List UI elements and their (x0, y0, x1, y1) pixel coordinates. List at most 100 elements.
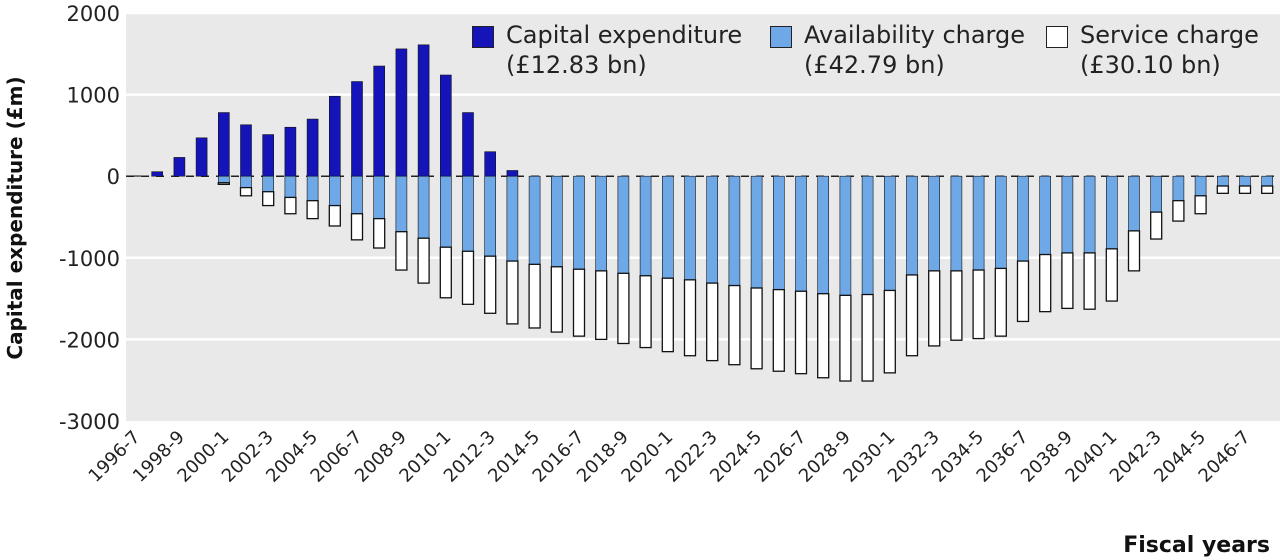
y-tick-label: -1000 (59, 247, 120, 271)
bar-availability-charge-2023-4 (728, 175, 741, 286)
bar-service-charge-2010-1 (439, 246, 452, 299)
bar-service-charge-2014-5 (528, 263, 541, 329)
bar-availability-charge-2022-3 (706, 175, 719, 284)
bar-availability-charge-2019-0 (639, 175, 652, 277)
bar-service-charge-2031-2 (905, 274, 919, 357)
bar-availability-charge-2017-8 (595, 175, 608, 272)
bar-service-charge-2016-7 (572, 268, 586, 337)
y-tick-labels: 2000 1000 0 -1000 -2000 -3000 (59, 2, 120, 434)
bar-availability-charge-2047-8 (1261, 175, 1273, 187)
bar-service-charge-2000-1 (217, 182, 230, 186)
bar-service-charge-2008-9 (395, 231, 408, 271)
bar-capital-expenditure-2009-0 (417, 44, 430, 177)
bar-availability-charge-2024-5 (750, 175, 763, 289)
bar-availability-charge-2007-8 (373, 175, 386, 219)
bar-availability-charge-2029-0 (861, 175, 874, 295)
bar-service-charge-2043-4 (1172, 200, 1185, 222)
legend-swatch-service-charge (1046, 26, 1068, 48)
bar-service-charge-2030-1 (883, 289, 896, 374)
legend-total-capital-expenditure: (£12.83 bn) (506, 51, 647, 79)
bar-capital-expenditure-2012-3 (484, 151, 497, 177)
bar-capital-expenditure-2001-2 (240, 124, 252, 177)
bar-availability-charge-2005-6 (328, 175, 341, 206)
bar-availability-charge-2003-4 (284, 175, 297, 198)
bars (129, 44, 1274, 382)
bar-availability-charge-2012-3 (484, 175, 497, 257)
bar-service-charge-2027-8 (817, 293, 830, 379)
bar-availability-charge-2014-5 (528, 175, 541, 265)
bar-service-charge-2034-5 (972, 269, 985, 340)
bar-availability-charge-2027-8 (817, 175, 830, 295)
legend: Capital expenditure (£12.83 bn) Availabi… (472, 20, 1272, 80)
bar-availability-charge-2025-6 (772, 175, 785, 290)
bar-availability-charge-2033-4 (950, 175, 963, 272)
bar-service-charge-2009-0 (417, 237, 430, 284)
bar-availability-charge-2034-5 (972, 175, 985, 271)
bar-service-charge-2029-0 (861, 293, 874, 382)
legend-label-capital-expenditure: Capital expenditure (506, 21, 743, 49)
bar-service-charge-2035-6 (994, 267, 1007, 337)
bar-availability-charge-2018-9 (617, 175, 630, 274)
bar-availability-charge-2021-2 (684, 175, 696, 281)
bar-availability-charge-2006-7 (351, 175, 363, 215)
bar-service-charge-2033-4 (950, 270, 963, 341)
bar-service-charge-2036-7 (1016, 260, 1030, 323)
legend-total-service-charge: (£30.10 bn) (1080, 51, 1221, 79)
bar-service-charge-2003-4 (284, 196, 297, 215)
bar-service-charge-2025-6 (772, 288, 785, 372)
bar-availability-charge-2040-1 (1106, 175, 1118, 250)
bar-availability-charge-2015-6 (550, 175, 563, 268)
bar-capital-expenditure-2002-3 (262, 134, 275, 177)
x-tick-labels: 1996-71998-92000-12002-32004-52006-72008… (85, 427, 1255, 487)
y-tick-label: 1000 (67, 84, 120, 108)
legend-label-availability-charge: Availability charge (804, 21, 1026, 49)
bar-availability-charge-2041-2 (1128, 175, 1140, 232)
bar-service-charge-2046-7 (1238, 185, 1252, 194)
bar-availability-charge-2008-9 (395, 175, 408, 232)
bar-availability-charge-2016-7 (573, 175, 585, 270)
bar-capital-expenditure-1998-9 (173, 157, 186, 177)
legend-swatch-capital-expenditure (472, 26, 494, 48)
legend-label-service-charge: Service charge (1080, 21, 1259, 49)
bar-service-charge-2015-6 (550, 266, 563, 333)
bar-service-charge-2023-4 (728, 284, 741, 366)
bar-service-charge-2007-8 (373, 217, 386, 249)
bar-availability-charge-2009-0 (417, 175, 430, 239)
bar-service-charge-2037-8 (1039, 253, 1052, 313)
bar-service-charge-2011-2 (461, 250, 475, 305)
bar-availability-charge-2001-2 (240, 175, 252, 188)
bar-availability-charge-2045-6 (1217, 175, 1229, 187)
bar-service-charge-2039-0 (1083, 252, 1096, 310)
bar-capital-expenditure-2008-9 (395, 48, 408, 177)
bar-availability-charge-2011-2 (462, 175, 474, 252)
bar-service-charge-2002-3 (262, 191, 275, 207)
bar-capital-expenditure-2005-6 (328, 95, 341, 177)
bar-capital-expenditure-1996-7 (129, 175, 141, 177)
legend-total-availability-charge: (£42.79 bn) (804, 51, 945, 79)
bar-capital-expenditure-1999-0 (195, 137, 208, 177)
bar-capital-expenditure-2004-5 (306, 118, 319, 177)
bar-availability-charge-2000-1 (218, 175, 230, 184)
bar-service-charge-2006-7 (350, 213, 364, 241)
y-tick-label: -2000 (59, 328, 120, 352)
bar-capital-expenditure-2011-2 (462, 112, 474, 177)
bar-service-charge-2017-8 (595, 270, 608, 341)
bar-service-charge-2018-9 (617, 272, 630, 345)
bar-availability-charge-2037-8 (1039, 175, 1051, 255)
bar-service-charge-2001-2 (239, 186, 253, 197)
bar-service-charge-2022-3 (706, 282, 719, 362)
bar-availability-charge-2020-1 (661, 175, 674, 279)
bar-service-charge-2042-3 (1150, 211, 1163, 240)
bar-availability-charge-2031-2 (906, 175, 918, 276)
bar-service-charge-2021-2 (683, 279, 697, 357)
bar-availability-charge-2046-7 (1239, 175, 1251, 187)
bar-capital-expenditure-1997-8 (151, 171, 163, 177)
bar-availability-charge-2036-7 (1017, 175, 1029, 262)
bar-availability-charge-2028-9 (839, 175, 852, 296)
legend-swatch-availability-charge (770, 26, 792, 48)
bar-availability-charge-2043-4 (1172, 175, 1185, 201)
bar-capital-expenditure-2013-4 (506, 170, 519, 177)
y-tick-label: 0 (107, 165, 120, 189)
y-tick-label: 2000 (67, 2, 120, 26)
